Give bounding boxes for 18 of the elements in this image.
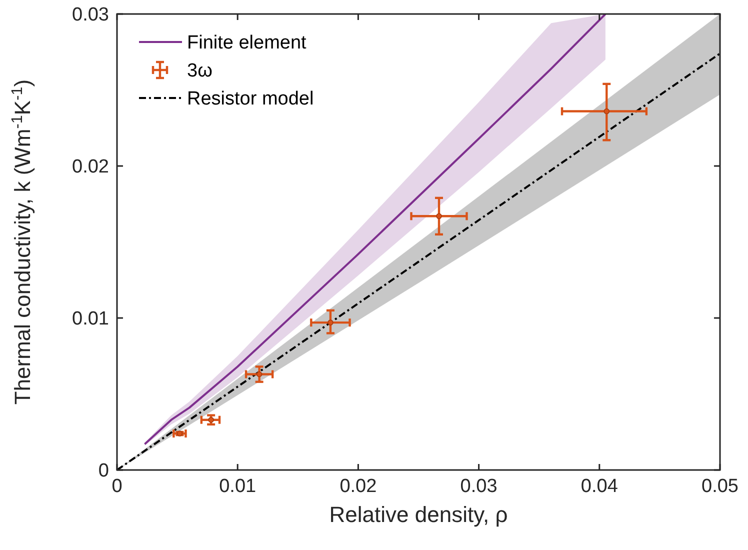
y-tick-label: 0 — [98, 460, 109, 482]
x-tick-label: 0.02 — [340, 476, 377, 497]
legend-label: Finite element — [187, 32, 308, 54]
legend-label: 3ω — [187, 60, 213, 82]
x-tick-label: 0.04 — [580, 476, 618, 497]
point — [604, 108, 610, 114]
point — [328, 320, 334, 326]
point — [256, 371, 262, 378]
y-tick-label: 0.02 — [72, 156, 109, 178]
x-tick-label: 0 — [112, 476, 122, 497]
y-tick-label: 0.01 — [72, 308, 109, 330]
x-axis-title: Relative density, ρ — [329, 502, 508, 527]
x-tick-label: 0.01 — [219, 476, 256, 497]
x-tick-label: 0.05 — [702, 476, 738, 497]
x-tick-label: 0.03 — [460, 476, 498, 497]
y-tick-label: 0.03 — [72, 4, 109, 26]
legend-label: Resistor model — [187, 88, 314, 110]
point — [436, 213, 442, 220]
